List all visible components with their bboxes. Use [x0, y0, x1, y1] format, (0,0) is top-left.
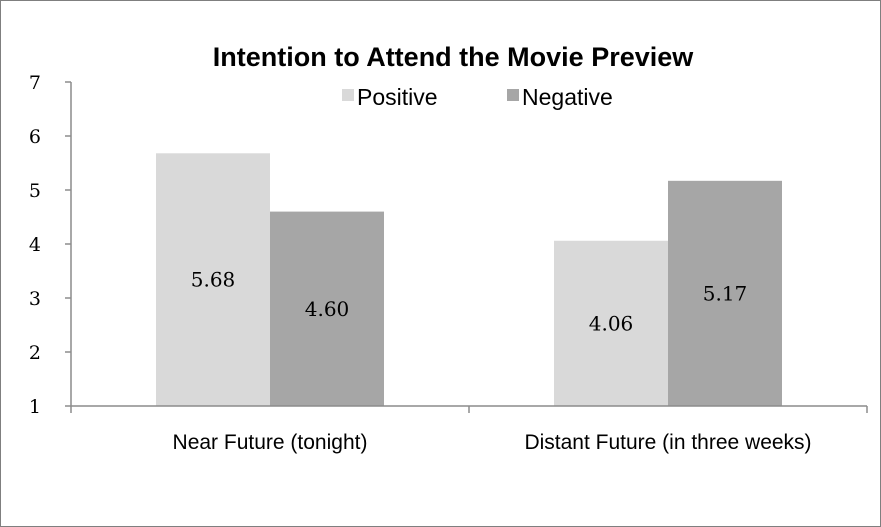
y-tick-label: 5 [29, 180, 41, 202]
data-label-negative-1: 4.60 [305, 297, 350, 321]
category-label-1: Near Future (tonight) [173, 431, 368, 454]
legend: Positive Negative [342, 84, 613, 110]
legend-swatch-negative [507, 89, 519, 101]
bars-group [156, 153, 782, 406]
bar-positive-1 [156, 153, 270, 406]
bar-negative-1 [270, 211, 384, 406]
data-label-positive-2: 4.06 [589, 311, 634, 335]
category-label-2: Distant Future (in three weeks) [524, 431, 811, 454]
legend-swatch-positive [342, 89, 354, 101]
y-tick-label: 4 [29, 234, 41, 256]
legend-label-positive: Positive [357, 84, 438, 110]
y-tick-label: 2 [29, 342, 41, 364]
data-label-positive-1: 5.68 [191, 268, 236, 292]
bar-negative-2 [668, 180, 782, 406]
y-tick-label: 6 [29, 126, 41, 148]
legend-label-negative: Negative [522, 84, 613, 110]
bar-positive-2 [554, 240, 668, 406]
x-axis-ticks [70, 406, 868, 413]
data-label-negative-2: 5.17 [703, 281, 748, 305]
y-axis-ticks: 1 2 3 4 5 6 7 [29, 72, 71, 418]
y-tick-label: 3 [29, 288, 41, 310]
y-tick-label: 7 [29, 72, 41, 94]
data-labels-group: 5.68 4.60 4.06 5.17 [191, 268, 748, 336]
chart-title: Intention to Attend the Movie Preview [213, 42, 695, 72]
y-tick-label: 1 [29, 396, 41, 418]
category-labels: Near Future (tonight) Distant Future (in … [173, 431, 812, 454]
